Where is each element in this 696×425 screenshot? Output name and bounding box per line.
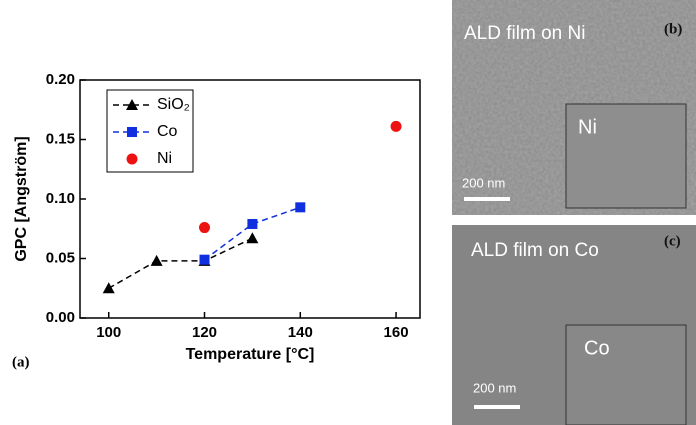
marker — [199, 222, 211, 234]
scale-label: 200 nm — [462, 175, 505, 190]
panel-label: (c) — [664, 233, 681, 249]
marker — [247, 218, 258, 229]
x-tick-label: 120 — [192, 324, 217, 341]
y-axis-label: GPC [Angström] — [13, 136, 30, 261]
series-line — [108, 237, 253, 289]
inset-label: Ni — [578, 116, 597, 138]
y-tick-label: 0.15 — [46, 130, 75, 147]
marker — [246, 232, 259, 244]
y-tick-label: 0.00 — [46, 309, 75, 326]
panel-caption: ALD film on Ni — [464, 23, 585, 44]
legend-marker — [127, 127, 137, 137]
marker — [102, 282, 115, 294]
inset-box — [565, 103, 687, 209]
marker — [150, 254, 163, 266]
x-tick-label: 140 — [288, 324, 313, 341]
legend-label: SiO₂ — [157, 96, 190, 113]
series-line — [204, 206, 301, 261]
sem-panel-b: ALD film on Ni (b) Ni 200 nm — [452, 0, 696, 215]
legend-marker — [126, 99, 138, 110]
panel-label: (a) — [12, 354, 30, 370]
y-tick-label: 0.05 — [46, 249, 75, 266]
scale-bar — [464, 197, 510, 201]
x-tick-label: 100 — [96, 324, 121, 341]
sem-panel-c: ALD film on Co (c) Co 200 nm — [452, 225, 696, 425]
marker — [199, 254, 210, 265]
marker — [295, 202, 306, 213]
legend-label: Co — [157, 123, 178, 140]
inset-label: Co — [584, 337, 610, 359]
chart: Temperature [°C] GPC [Angström] (a) 0.00… — [12, 71, 421, 370]
panel-label: (b) — [664, 21, 682, 37]
legend-label: Ni — [157, 150, 172, 167]
y-tick-label: 0.20 — [46, 71, 75, 88]
inset-box — [565, 324, 687, 425]
legend-marker — [126, 153, 138, 165]
scale-bar — [474, 405, 520, 409]
x-tick-label: 160 — [384, 324, 409, 341]
scale-label: 200 nm — [473, 380, 516, 395]
panel-caption: ALD film on Co — [471, 240, 599, 261]
legend-box — [106, 89, 194, 173]
y-tick-label: 0.10 — [46, 190, 75, 207]
x-axis-label: Temperature [°C] — [186, 346, 315, 363]
marker — [390, 120, 402, 132]
